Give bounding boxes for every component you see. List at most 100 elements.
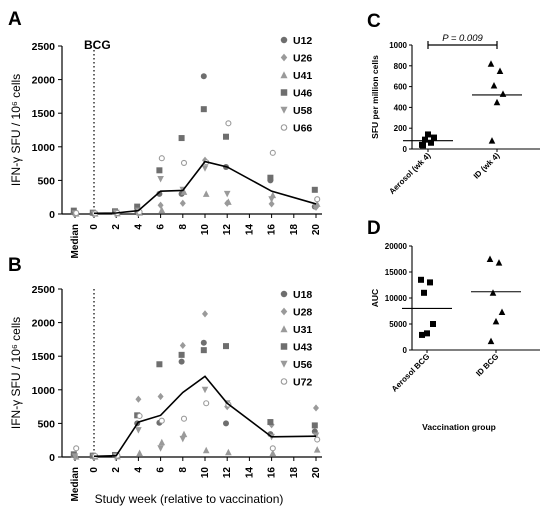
legend-marker [280,124,288,131]
x-tick-label: Median [70,224,81,258]
data-point-u72 [73,445,80,452]
data-point [492,317,500,325]
data-point-u31 [180,430,188,438]
y-tick-label: 400 [394,103,408,112]
data-point [422,136,428,143]
data-point-u43 [311,422,318,429]
legend-label: U56 [293,359,312,371]
legend-label: U18 [293,289,312,301]
data-point-u28 [313,404,319,412]
data-point-u56 [157,445,164,452]
data-point-u46 [200,106,207,113]
legend-marker [280,325,288,333]
y-tick-label: 0 [403,346,408,355]
legend-marker [280,307,288,316]
x-tick-label: Aerosol BCG [390,352,432,394]
y-tick-label: 1000 [32,142,56,154]
legend-marker [280,106,288,114]
data-point-u66 [73,209,80,217]
data-point-u12 [200,73,207,80]
data-point-u72 [269,445,276,452]
y-tick-label: 2000 [32,318,56,330]
y-axis-label: IFN-γ SFU / 10⁶ cells [9,317,23,429]
data-point-u43 [223,343,229,350]
data-point-u41 [180,188,188,195]
y-tick-label: 5000 [389,320,407,329]
x-tick-label: 14 [244,467,255,479]
data-point [488,137,496,144]
x-tick-label: ID BCG [474,352,500,378]
data-point-u41 [202,190,210,197]
data-point-u72 [314,436,321,443]
data-point [424,330,430,337]
y-tick-label: 1000 [32,385,56,397]
data-point-u72 [180,415,188,422]
data-point-u56 [135,427,142,434]
legend-label: U46 [293,88,312,100]
x-tick-label: 8 [178,467,189,473]
data-point [496,67,504,74]
y-tick-label: 20000 [385,242,408,251]
data-point-u56 [312,432,320,439]
y-tick-label: 0 [49,209,55,221]
vaccination-annotation: BCG [84,38,111,52]
x-tick-label: 16 [267,224,278,236]
legend-label: U41 [293,70,312,82]
data-point-u26 [268,200,275,208]
data-point-u58 [201,165,209,172]
data-point-u46 [223,133,229,140]
data-point [498,308,506,316]
panel-label: D [367,218,381,239]
data-point-u66 [314,196,321,203]
data-point-u41 [158,206,166,213]
x-tick-label: 0 [89,224,100,230]
x-tick-label: Aerosol (wk 4) [387,151,432,196]
y-tick-label: 600 [394,83,408,92]
y-tick-label: 500 [37,418,55,430]
data-point-u66 [158,155,165,162]
data-point [425,131,431,138]
data-point-u28 [157,392,164,401]
panel-b: B 0 500 1000 1500 2000 2500 Median 0 2 4 6 8 10 12 14 16… [8,255,322,501]
x-tick-label: Median [70,467,81,501]
y-tick-label: 1500 [32,108,56,120]
data-point-u66 [180,159,188,166]
x-tick-label: 20 [311,467,322,479]
legend-label: U58 [293,105,312,117]
data-point-u66 [269,149,276,156]
x-tick-label: 2 [111,224,122,230]
data-point-u58 [223,190,231,198]
data-point [487,60,495,67]
data-point-u43 [178,351,185,358]
data-point [486,255,494,262]
y-tick-label: 10000 [385,294,408,303]
data-point-u58 [312,204,320,211]
data-point-u46 [134,203,141,210]
y-tick-label: 500 [37,175,55,187]
legend-marker [280,53,288,62]
x-tick-label: 6 [156,467,167,473]
data-point [487,337,495,345]
x-tick-label: 16 [267,467,278,479]
data-point-u56 [179,435,187,443]
data-point [493,98,501,106]
x-tick-label: 20 [311,224,322,236]
x-tick-label: 0 [89,467,100,473]
data-point-u72 [136,412,143,420]
legend-marker [280,290,288,298]
data-point [419,331,425,338]
data-point [427,279,433,286]
y-tick-label: 800 [394,62,408,71]
y-tick-label: 15000 [385,268,408,277]
data-point-u66 [225,120,232,127]
legend-label: U12 [293,35,312,47]
data-point [490,82,498,89]
data-point [421,289,427,296]
data-point-u31 [269,449,277,456]
data-point-u46 [178,135,185,142]
x-tick-label: 8 [178,224,189,230]
data-point-u46 [311,186,318,193]
x-tick-label: 12 [222,224,233,236]
data-point-u72 [158,417,165,424]
